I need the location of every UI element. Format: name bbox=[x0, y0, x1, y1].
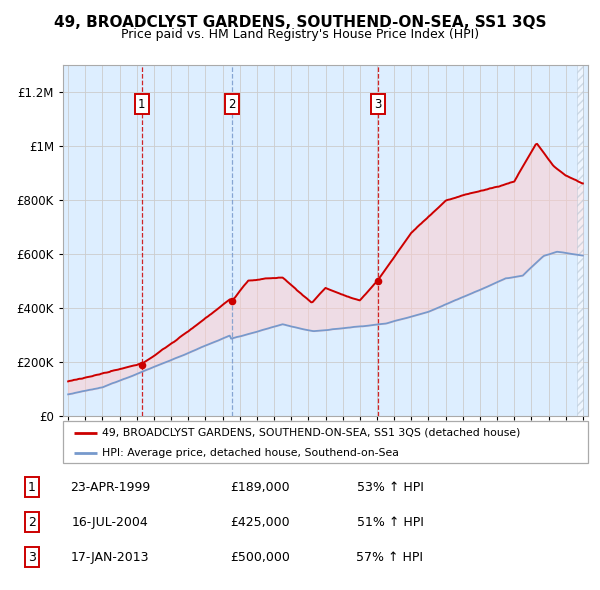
Text: 51% ↑ HPI: 51% ↑ HPI bbox=[356, 516, 424, 529]
Text: HPI: Average price, detached house, Southend-on-Sea: HPI: Average price, detached house, Sout… bbox=[103, 448, 399, 457]
Text: 3: 3 bbox=[28, 550, 36, 563]
Text: 2: 2 bbox=[228, 97, 236, 110]
Text: 16-JUL-2004: 16-JUL-2004 bbox=[71, 516, 148, 529]
Text: 49, BROADCLYST GARDENS, SOUTHEND-ON-SEA, SS1 3QS: 49, BROADCLYST GARDENS, SOUTHEND-ON-SEA,… bbox=[54, 15, 546, 30]
Text: 53% ↑ HPI: 53% ↑ HPI bbox=[356, 480, 424, 494]
Text: 2: 2 bbox=[28, 516, 36, 529]
Text: 1: 1 bbox=[138, 97, 146, 110]
Text: 1: 1 bbox=[28, 480, 36, 494]
Text: £425,000: £425,000 bbox=[230, 516, 290, 529]
Text: Price paid vs. HM Land Registry's House Price Index (HPI): Price paid vs. HM Land Registry's House … bbox=[121, 28, 479, 41]
Text: 23-APR-1999: 23-APR-1999 bbox=[70, 480, 150, 494]
Text: 49, BROADCLYST GARDENS, SOUTHEND-ON-SEA, SS1 3QS (detached house): 49, BROADCLYST GARDENS, SOUTHEND-ON-SEA,… bbox=[103, 428, 521, 438]
Text: 57% ↑ HPI: 57% ↑ HPI bbox=[356, 550, 424, 563]
Text: 17-JAN-2013: 17-JAN-2013 bbox=[71, 550, 149, 563]
Text: 3: 3 bbox=[374, 97, 382, 110]
Text: £500,000: £500,000 bbox=[230, 550, 290, 563]
Text: £189,000: £189,000 bbox=[230, 480, 290, 494]
FancyBboxPatch shape bbox=[63, 421, 588, 463]
